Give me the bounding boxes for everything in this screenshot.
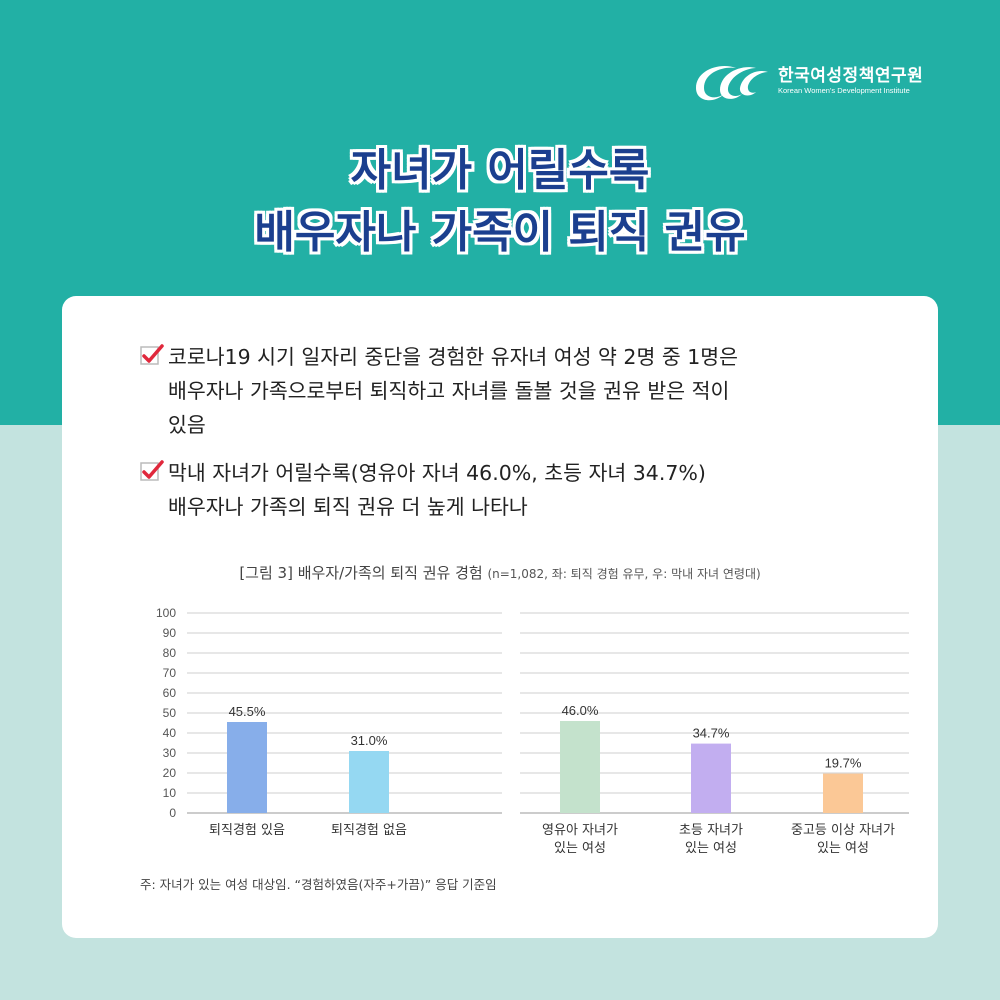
y-tick-label: 60	[163, 686, 177, 700]
kwdi-logo-icon	[696, 66, 768, 101]
data-label: 46.0%	[562, 703, 599, 718]
x-tick-label: 있는 여성	[817, 841, 869, 856]
y-tick-label: 10	[163, 786, 177, 800]
bullet-1-line-1: 코로나19 시기 일자리 중단을 경험한 유자녀 여성 약 2명 중 1명은	[168, 345, 738, 369]
brand-name-kr: 한국여성정책연구원	[778, 66, 924, 86]
x-tick-label: 퇴직경험 없음	[331, 823, 407, 838]
bullet-1-line-2: 배우자나 가족으로부터 퇴직하고 자녀를 돌볼 것을 권유 받은 적이	[168, 379, 730, 403]
y-tick-label: 30	[163, 746, 177, 760]
chart-caption: [그림 3] 배우자/가족의 퇴직 권유 경험 (n=1,082, 좌: 퇴직 …	[62, 562, 938, 583]
y-tick-label: 80	[163, 646, 177, 660]
bar	[560, 721, 600, 813]
x-tick-label: 초등 자녀가	[679, 823, 743, 838]
bar	[349, 751, 389, 813]
data-label: 19.7%	[825, 756, 862, 771]
bullet-list: 코로나19 시기 일자리 중단을 경험한 유자녀 여성 약 2명 중 1명은 배…	[140, 340, 870, 538]
title-line-1: 자녀가 어릴수록	[350, 145, 650, 196]
content-card: 코로나19 시기 일자리 중단을 경험한 유자녀 여성 약 2명 중 1명은 배…	[62, 296, 938, 938]
y-tick-label: 100	[156, 606, 176, 620]
y-tick-label: 50	[163, 706, 177, 720]
bullet-item: 코로나19 시기 일자리 중단을 경험한 유자녀 여성 약 2명 중 1명은 배…	[140, 340, 870, 442]
chart-caption-main: [그림 3] 배우자/가족의 퇴직 권유 경험	[239, 564, 483, 582]
checkmark-icon	[140, 344, 168, 442]
y-tick-label: 40	[163, 726, 177, 740]
bullet-2-line-1: 막내 자녀가 어릴수록(영유아 자녀 46.0%, 초등 자녀 34.7%)	[168, 461, 706, 485]
footnote: 주: 자녀가 있는 여성 대상임. “경험하였음(자주+가끔)” 응답 기준임	[140, 877, 497, 892]
data-label: 34.7%	[693, 726, 730, 741]
data-label: 31.0%	[351, 733, 388, 748]
y-tick-label: 0	[169, 806, 176, 820]
bar	[691, 743, 731, 813]
bar	[227, 722, 267, 813]
x-tick-label: 있는 여성	[554, 841, 606, 856]
brand-logo: 한국여성정책연구원 Korean Women's Development Ins…	[690, 58, 923, 104]
page-title: 자녀가 어릴수록 배우자나 가족이 퇴직 권유	[0, 140, 1000, 264]
y-tick-label: 20	[163, 766, 177, 780]
bar	[823, 773, 863, 813]
x-tick-label: 퇴직경험 있음	[209, 823, 285, 838]
brand-name-en: Korean Women's Development Institute	[778, 86, 910, 95]
x-tick-label: 있는 여성	[685, 841, 737, 856]
x-tick-label: 중고등 이상 자녀가	[791, 823, 895, 838]
y-tick-label: 90	[163, 626, 177, 640]
data-label: 45.5%	[229, 704, 266, 719]
bar-chart: 0 10 20 30 40 50 60 70 80 90 100 45.5% 퇴직경험 있음 31.0% 퇴…	[156, 606, 909, 856]
title-line-2: 배우자나 가족이 퇴직 권유	[254, 207, 746, 258]
bullet-item: 막내 자녀가 어릴수록(영유아 자녀 46.0%, 초등 자녀 34.7%) 배…	[140, 456, 870, 524]
bullet-1-line-3: 있음	[168, 413, 206, 437]
chart-caption-note: (n=1,082, 좌: 퇴직 경험 유무, 우: 막내 자녀 연령대)	[487, 567, 761, 581]
x-tick-label: 영유아 자녀가	[542, 823, 618, 838]
y-tick-label: 70	[163, 666, 177, 680]
checkmark-icon	[140, 460, 168, 524]
bullet-2-line-2: 배우자나 가족의 퇴직 권유 더 높게 나타나	[168, 495, 528, 519]
